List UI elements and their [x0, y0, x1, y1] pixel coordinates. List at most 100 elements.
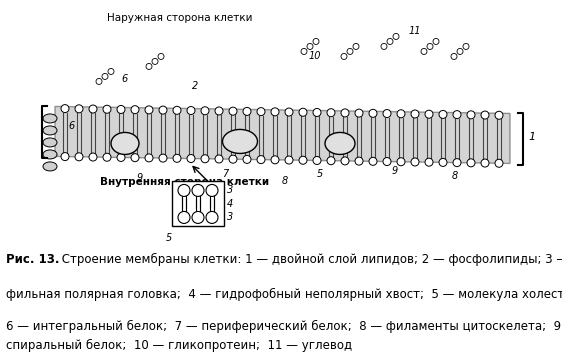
Circle shape [481, 159, 489, 167]
Circle shape [439, 110, 447, 118]
Circle shape [206, 184, 218, 196]
Circle shape [347, 48, 353, 55]
Circle shape [271, 156, 279, 164]
Text: 10: 10 [309, 51, 321, 62]
Ellipse shape [43, 126, 57, 135]
Circle shape [152, 58, 158, 64]
Text: 9: 9 [392, 166, 398, 176]
Circle shape [327, 157, 335, 165]
Text: фильная полярная головка;  4 — гидрофобный неполярный хвост;  5 — молекула холес: фильная полярная головка; 4 — гидрофобны… [6, 288, 562, 301]
Text: 8: 8 [282, 176, 288, 187]
Circle shape [397, 158, 405, 166]
Circle shape [61, 104, 69, 113]
Circle shape [453, 159, 461, 167]
Circle shape [145, 154, 153, 162]
Circle shape [158, 53, 164, 59]
Circle shape [75, 153, 83, 161]
Circle shape [173, 154, 181, 162]
Circle shape [383, 158, 391, 166]
Text: 2: 2 [192, 81, 198, 91]
Circle shape [159, 154, 167, 162]
Circle shape [257, 156, 265, 164]
Text: Строение мембраны клетки: 1 — двойной слой липидов; 2 — фосфолипиды; 3 — гидро-: Строение мембраны клетки: 1 — двойной сл… [58, 253, 562, 266]
Circle shape [495, 111, 503, 119]
Circle shape [178, 211, 190, 223]
Text: 1: 1 [528, 132, 535, 142]
Circle shape [89, 105, 97, 113]
Circle shape [75, 105, 83, 113]
Circle shape [381, 44, 387, 50]
Circle shape [341, 157, 349, 165]
Circle shape [229, 107, 237, 115]
Text: 5: 5 [166, 233, 172, 244]
Circle shape [117, 105, 125, 113]
Circle shape [117, 153, 125, 161]
Ellipse shape [111, 132, 139, 154]
Circle shape [457, 48, 463, 55]
Circle shape [187, 107, 195, 115]
Text: 4: 4 [227, 199, 233, 209]
Circle shape [187, 155, 195, 162]
Circle shape [243, 155, 251, 164]
Circle shape [341, 109, 349, 117]
Circle shape [271, 108, 279, 116]
Circle shape [433, 39, 439, 45]
Text: 9: 9 [137, 173, 143, 183]
Text: Рис. 13.: Рис. 13. [6, 253, 59, 266]
Circle shape [467, 159, 475, 167]
Circle shape [257, 108, 265, 116]
Circle shape [369, 157, 377, 165]
Text: спиральный белок;  10 — гликопротеин;  11 — углевод: спиральный белок; 10 — гликопротеин; 11 … [6, 339, 352, 352]
Circle shape [301, 48, 307, 55]
Circle shape [89, 153, 97, 161]
Text: 3: 3 [227, 212, 233, 222]
Ellipse shape [223, 130, 257, 153]
Circle shape [353, 44, 359, 50]
Text: 6: 6 [122, 74, 128, 85]
Circle shape [355, 109, 363, 117]
Ellipse shape [43, 150, 57, 159]
Circle shape [341, 53, 347, 59]
Circle shape [313, 156, 321, 165]
Circle shape [369, 109, 377, 117]
Circle shape [103, 105, 111, 113]
Circle shape [439, 158, 447, 166]
Circle shape [243, 107, 251, 115]
Circle shape [451, 53, 457, 59]
Circle shape [206, 211, 218, 223]
Circle shape [102, 73, 108, 79]
Circle shape [96, 79, 102, 85]
Circle shape [299, 108, 307, 116]
Text: 5: 5 [317, 170, 323, 179]
Circle shape [285, 156, 293, 164]
Ellipse shape [43, 114, 57, 123]
Circle shape [201, 107, 209, 115]
Circle shape [411, 158, 419, 166]
Text: Внутренняя сторона клетки: Внутренняя сторона клетки [101, 177, 270, 187]
Circle shape [313, 39, 319, 45]
Circle shape [285, 108, 293, 116]
Text: 7: 7 [222, 170, 228, 179]
Circle shape [192, 211, 204, 223]
Circle shape [108, 68, 114, 74]
Circle shape [229, 155, 237, 163]
Circle shape [383, 109, 391, 118]
Ellipse shape [325, 132, 355, 154]
Circle shape [495, 159, 503, 167]
Circle shape [327, 109, 335, 117]
Circle shape [425, 110, 433, 118]
Circle shape [215, 107, 223, 115]
Text: Наружная сторона клетки: Наружная сторона клетки [107, 13, 253, 23]
Circle shape [397, 110, 405, 118]
Circle shape [393, 33, 399, 39]
Circle shape [387, 39, 393, 45]
Circle shape [481, 111, 489, 119]
Circle shape [421, 48, 427, 55]
Circle shape [307, 44, 313, 50]
Circle shape [103, 153, 111, 161]
Circle shape [173, 106, 181, 114]
Text: 6 — интегральный белок;  7 — периферический белок;  8 — филаменты цитоскелета;  : 6 — интегральный белок; 7 — периферическ… [6, 320, 562, 333]
Text: 6: 6 [69, 121, 75, 131]
Circle shape [201, 155, 209, 163]
Ellipse shape [43, 162, 57, 171]
